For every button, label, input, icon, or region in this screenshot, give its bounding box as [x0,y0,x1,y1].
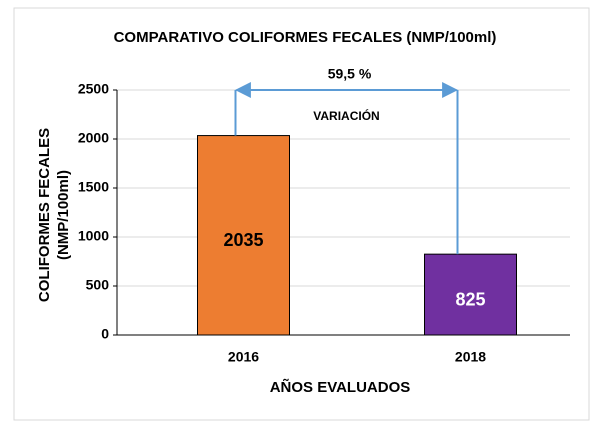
x-axis-label: AÑOS EVALUADOS [270,378,411,396]
bar [197,135,290,336]
annotation: 59,5 % [328,66,372,82]
annotation: VARIACIÓN [313,108,379,123]
y-tick-label: 2500 [78,81,109,97]
chart-title: COMPARATIVO COLIFORMES FECALES (NMP/100m… [114,29,497,46]
y-tick-label: 500 [86,277,110,293]
data-label: 825 [455,289,485,309]
x-tick-label: 2016 [228,349,259,365]
x-tick-label: 2018 [455,349,486,365]
y-tick-label: 1500 [78,179,109,195]
y-tick-label: 0 [101,326,109,342]
y-tick-label: 1000 [78,228,109,244]
y-axis-label: COLIFORMES FECALES [36,128,53,302]
chart-frame [13,7,590,421]
bar [424,253,517,336]
y-axis-label: (NMP/100ml) [55,170,72,260]
y-tick-label: 2000 [78,130,109,146]
data-label: 2035 [223,230,263,250]
